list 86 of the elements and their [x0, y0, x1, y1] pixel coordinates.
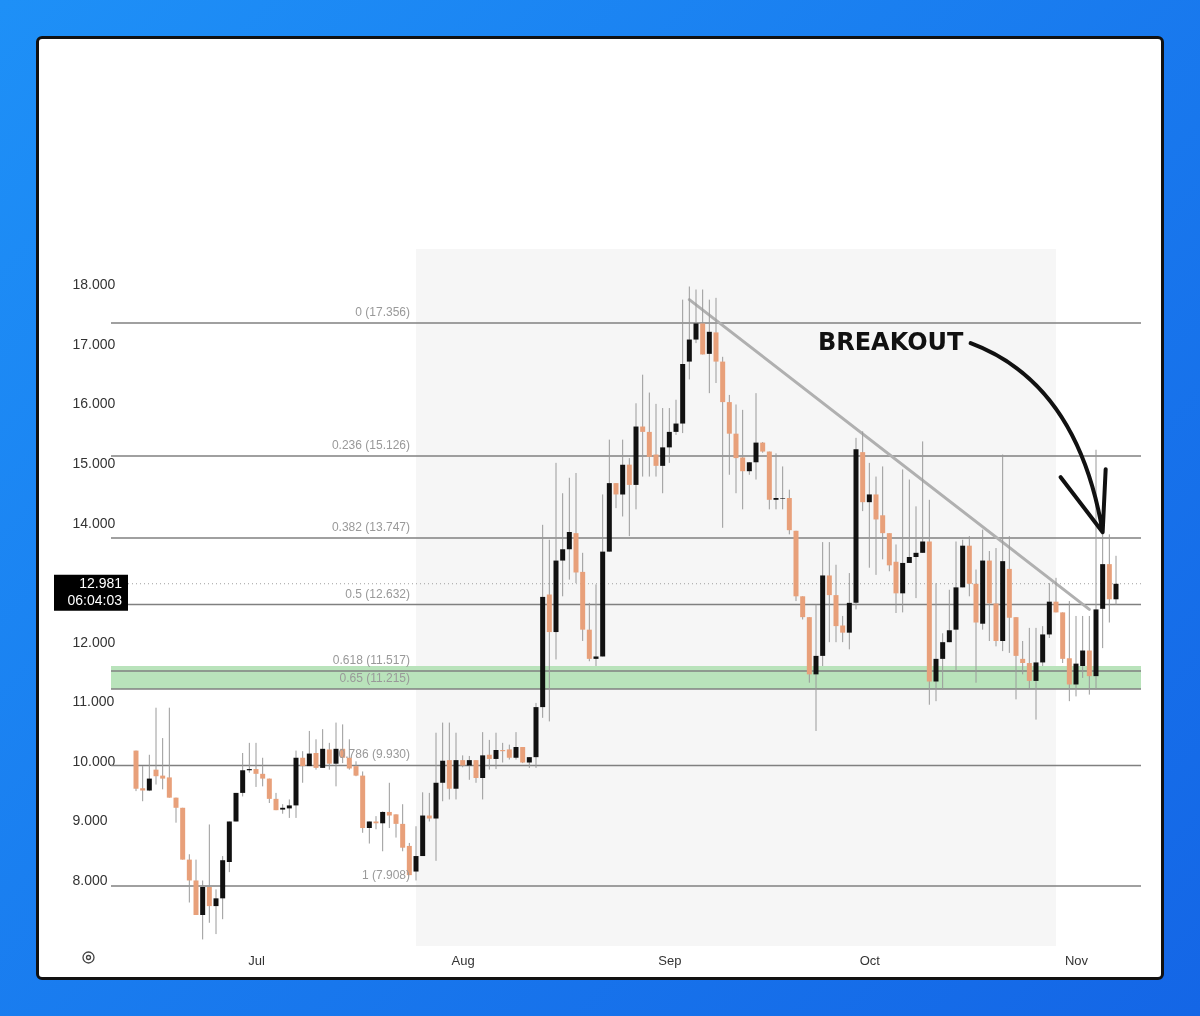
- candlestick: [253, 742, 259, 788]
- x-tick-label: Aug: [451, 952, 475, 968]
- y-tick-label: 8.000: [72, 871, 108, 888]
- candlestick: [740, 409, 746, 510]
- candlestick: [313, 738, 319, 771]
- ref-line-label: 1 (7.908): [361, 867, 410, 882]
- candlestick: [626, 457, 632, 537]
- candlestick: [473, 759, 479, 784]
- candlestick: [373, 815, 379, 830]
- candlestick: [186, 853, 192, 904]
- candlestick: [666, 407, 672, 464]
- y-tick-label: 9.000: [72, 812, 108, 829]
- candlestick: [1033, 627, 1039, 721]
- y-tick-label: 10.000: [72, 752, 116, 769]
- candlestick: [653, 403, 659, 478]
- candlestick: [426, 792, 432, 822]
- candlestick: [513, 731, 519, 761]
- candlestick: [866, 462, 872, 569]
- candlestick: [333, 722, 339, 787]
- ref-line-label: 0 (17.356): [355, 305, 410, 320]
- candlestick: [400, 803, 406, 852]
- candlestick: [380, 810, 386, 852]
- candlestick: [466, 755, 472, 781]
- candlestick: [213, 888, 219, 935]
- candlestick: [480, 731, 486, 800]
- candlestick: [393, 813, 399, 839]
- ref-line-label: 0.236 (15.126): [331, 437, 410, 452]
- candlestick: [320, 728, 326, 769]
- candlestick: [813, 604, 819, 732]
- candlestick: [660, 407, 666, 494]
- candlestick: [920, 440, 926, 554]
- annotation: 06:04:03: [67, 591, 123, 608]
- candlestick: [306, 730, 312, 767]
- candlestick: [326, 742, 332, 771]
- y-tick-label: 18.000: [72, 276, 116, 293]
- candlestick: [913, 505, 919, 599]
- ref-line-label: 0.618 (11.517): [332, 652, 410, 667]
- y-tick-label: 14.000: [72, 514, 116, 531]
- x-tick-label: Sep: [658, 952, 682, 968]
- y-tick-label: 17.000: [72, 335, 116, 352]
- candlestick: [906, 479, 912, 564]
- candlestick: [753, 392, 759, 481]
- candlestick: [946, 589, 952, 643]
- candlestick: [1053, 577, 1059, 613]
- candlestick: [933, 582, 939, 702]
- candlestick: [173, 797, 179, 824]
- y-tick-label: 15.000: [72, 454, 116, 471]
- candlestick: [266, 778, 272, 804]
- candlestick: [486, 739, 492, 771]
- y-tick-label: 16.000: [72, 395, 116, 412]
- candlestick: [800, 595, 806, 621]
- candlestick: [706, 299, 712, 394]
- candlestick: [440, 722, 446, 802]
- candlestick: [673, 399, 679, 436]
- y-tick-label: 12.000: [72, 633, 116, 650]
- candlestick: [1020, 640, 1026, 675]
- x-tick-label: Nov: [1064, 952, 1089, 968]
- candlestick: [260, 757, 266, 787]
- y-tick-label: 11.000: [72, 693, 115, 710]
- candlestick: [153, 707, 159, 786]
- candlestick: [940, 632, 946, 691]
- candlestick: [206, 823, 212, 924]
- candlestick: [1026, 627, 1032, 689]
- candlestick: [613, 482, 619, 509]
- candlestick: [160, 737, 166, 790]
- candlestick: [493, 732, 499, 770]
- annotation: BREAKOUT: [817, 328, 965, 357]
- candlestick: [693, 289, 699, 344]
- ref-line-label: 0.65 (11.215): [339, 670, 410, 685]
- ref-line-label: 0.382 (13.747): [331, 520, 410, 535]
- candlestick: [413, 825, 419, 881]
- ref-line-label: 0.5 (12.632): [345, 586, 410, 601]
- candlestick: [686, 286, 692, 380]
- candlestick: [286, 798, 292, 819]
- candlestick: [386, 782, 392, 829]
- candlestick: [300, 750, 306, 784]
- candlestick: [366, 820, 372, 845]
- candlestick: [640, 374, 646, 478]
- x-tick-label: Oct: [859, 952, 881, 968]
- candlestick: [566, 477, 572, 581]
- candlestick: [166, 707, 172, 799]
- candlestick: [1113, 555, 1119, 606]
- candlestick: [146, 754, 152, 792]
- candlestick: [240, 752, 246, 797]
- ref-line-label: 12.981: [79, 574, 123, 591]
- x-tick-label: Jul: [248, 952, 265, 968]
